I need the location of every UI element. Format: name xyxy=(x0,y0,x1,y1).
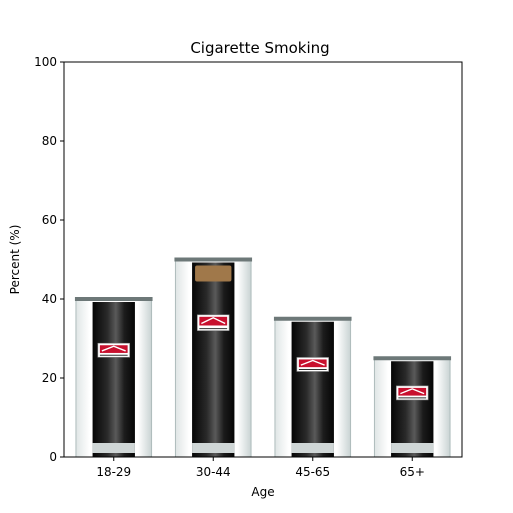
y-ticks-group: 0 20 40 60 80 100 xyxy=(34,55,64,464)
y-axis-label: Percent (%) xyxy=(8,225,22,295)
bar-label-stripe xyxy=(201,317,226,325)
y-tick-label: 100 xyxy=(34,55,57,69)
bar-label-stripe xyxy=(400,388,425,395)
bar-18-29 xyxy=(74,297,153,458)
chart-title: Cigarette Smoking xyxy=(190,39,329,57)
y-tick-label: 40 xyxy=(42,292,57,306)
bar-body xyxy=(291,321,334,457)
x-ticks-group: 18-29 30-44 45-65 65+ xyxy=(96,457,425,479)
bar-base-band xyxy=(291,443,334,453)
plot-frame xyxy=(63,61,463,458)
bar-45-65 xyxy=(273,316,352,458)
y-tick-label: 20 xyxy=(42,371,57,385)
bar-30-44 xyxy=(174,257,253,458)
bar-base-band xyxy=(391,443,434,453)
x-axis-label: Age xyxy=(251,485,274,499)
bar-label-red xyxy=(99,345,128,353)
bar-label-red xyxy=(298,359,327,368)
bar-label-stripe xyxy=(300,359,325,366)
bar-body xyxy=(192,262,235,457)
bar-rim xyxy=(74,297,153,301)
bar-base-band xyxy=(192,443,235,453)
bar-65+ xyxy=(373,356,452,458)
y-tick-label: 80 xyxy=(42,134,57,148)
bars-group xyxy=(74,257,452,458)
bar-rim xyxy=(174,257,253,262)
bar-label-stripe xyxy=(101,345,126,352)
bar-base-band xyxy=(92,443,135,453)
bar-label-red xyxy=(199,316,228,326)
x-tick-label: 45-65 xyxy=(295,465,330,479)
bar-filter-tip xyxy=(195,265,232,282)
bar-label-red xyxy=(398,387,427,396)
bar-rim xyxy=(273,316,352,321)
y-tick-label: 60 xyxy=(42,213,57,227)
x-tick-label: 65+ xyxy=(400,465,425,479)
y-tick-label: 0 xyxy=(49,450,57,464)
x-tick-label: 30-44 xyxy=(196,465,231,479)
bar-rim xyxy=(373,356,452,361)
x-tick-label: 18-29 xyxy=(96,465,131,479)
bar-body xyxy=(391,361,434,457)
bar-body xyxy=(92,302,135,457)
